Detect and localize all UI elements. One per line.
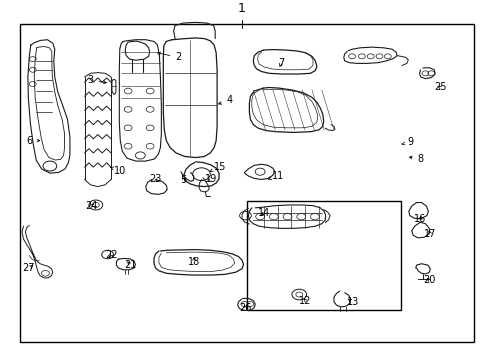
Bar <box>246 201 400 310</box>
Text: 6: 6 <box>26 136 40 145</box>
Text: 27: 27 <box>22 263 35 273</box>
Text: 20: 20 <box>422 275 435 285</box>
Text: 26: 26 <box>239 303 251 312</box>
Text: 23: 23 <box>148 175 161 184</box>
Text: 17: 17 <box>423 229 436 239</box>
Text: 8: 8 <box>408 154 423 164</box>
Text: 2: 2 <box>157 52 181 62</box>
Text: 14: 14 <box>257 208 270 218</box>
Text: 4: 4 <box>218 95 232 105</box>
Text: 7: 7 <box>278 58 284 68</box>
Text: 13: 13 <box>346 297 359 307</box>
Text: 18: 18 <box>187 257 200 267</box>
Text: 11: 11 <box>268 171 284 181</box>
Text: 12: 12 <box>299 296 311 306</box>
Text: 24: 24 <box>84 201 97 211</box>
Text: 3: 3 <box>87 75 106 85</box>
Text: 10: 10 <box>110 166 126 176</box>
Text: 16: 16 <box>413 214 426 224</box>
Text: 15: 15 <box>210 162 226 172</box>
Text: 25: 25 <box>433 82 446 93</box>
Text: 21: 21 <box>124 260 137 270</box>
Text: 9: 9 <box>401 137 413 147</box>
Text: 22: 22 <box>105 249 118 260</box>
Text: 19: 19 <box>204 175 217 184</box>
Text: 1: 1 <box>238 2 245 15</box>
Text: 5: 5 <box>180 175 186 185</box>
